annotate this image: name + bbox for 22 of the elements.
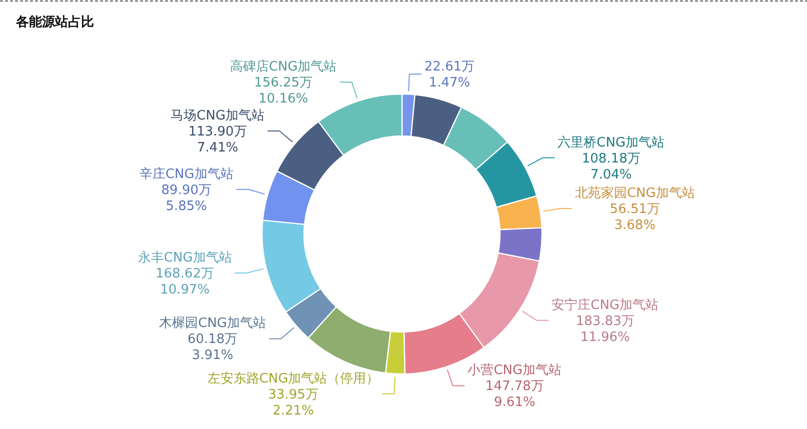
slice-label: 马场CNG加气站 <box>170 108 265 124</box>
data-label: 183.83万 11.96% <box>576 314 634 345</box>
data-label: 147.78万 9.61% <box>485 379 544 410</box>
data-label: 113.90万 7.41% <box>188 124 247 156</box>
data-label: 56.51万 3.68% <box>610 202 660 234</box>
data-label: 33.95万 2.21% <box>268 387 318 418</box>
data-label: 60.18万 3.91% <box>187 332 238 364</box>
slice-label: 左安东路CNG加气站（停用） <box>207 370 380 386</box>
slice-label: 六里桥CNG加气站 <box>558 135 665 150</box>
data-label: 156.25万 10.16% <box>254 76 313 107</box>
slice-label: 高碑店CNG加气站 <box>230 58 337 75</box>
data-label: 89.90万 5.85% <box>161 182 212 214</box>
slice-label: 木樨园CNG加气站 <box>159 316 266 332</box>
data-label: 22.61万 1.47% <box>424 60 475 91</box>
slice-label: 辛庄CNG加气站 <box>139 166 234 182</box>
chart-title: 各能源站占比 <box>15 14 94 30</box>
slice-label: 北苑家园CNG加气站 <box>574 185 695 202</box>
slice-label: 小营CNG加气站 <box>468 363 562 378</box>
data-label: 168.62万 10.97% <box>156 266 214 298</box>
slice-label: 安宁庄CNG加气站 <box>552 296 659 313</box>
data-label: 108.18万 7.04% <box>582 151 640 182</box>
slice-label: 永丰CNG加气站 <box>138 249 232 266</box>
